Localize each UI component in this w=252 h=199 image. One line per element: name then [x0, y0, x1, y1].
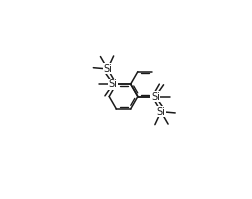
Text: Si: Si: [150, 92, 159, 101]
Text: Si: Si: [108, 79, 117, 89]
Text: Si: Si: [103, 64, 112, 74]
Text: Si: Si: [156, 107, 165, 117]
